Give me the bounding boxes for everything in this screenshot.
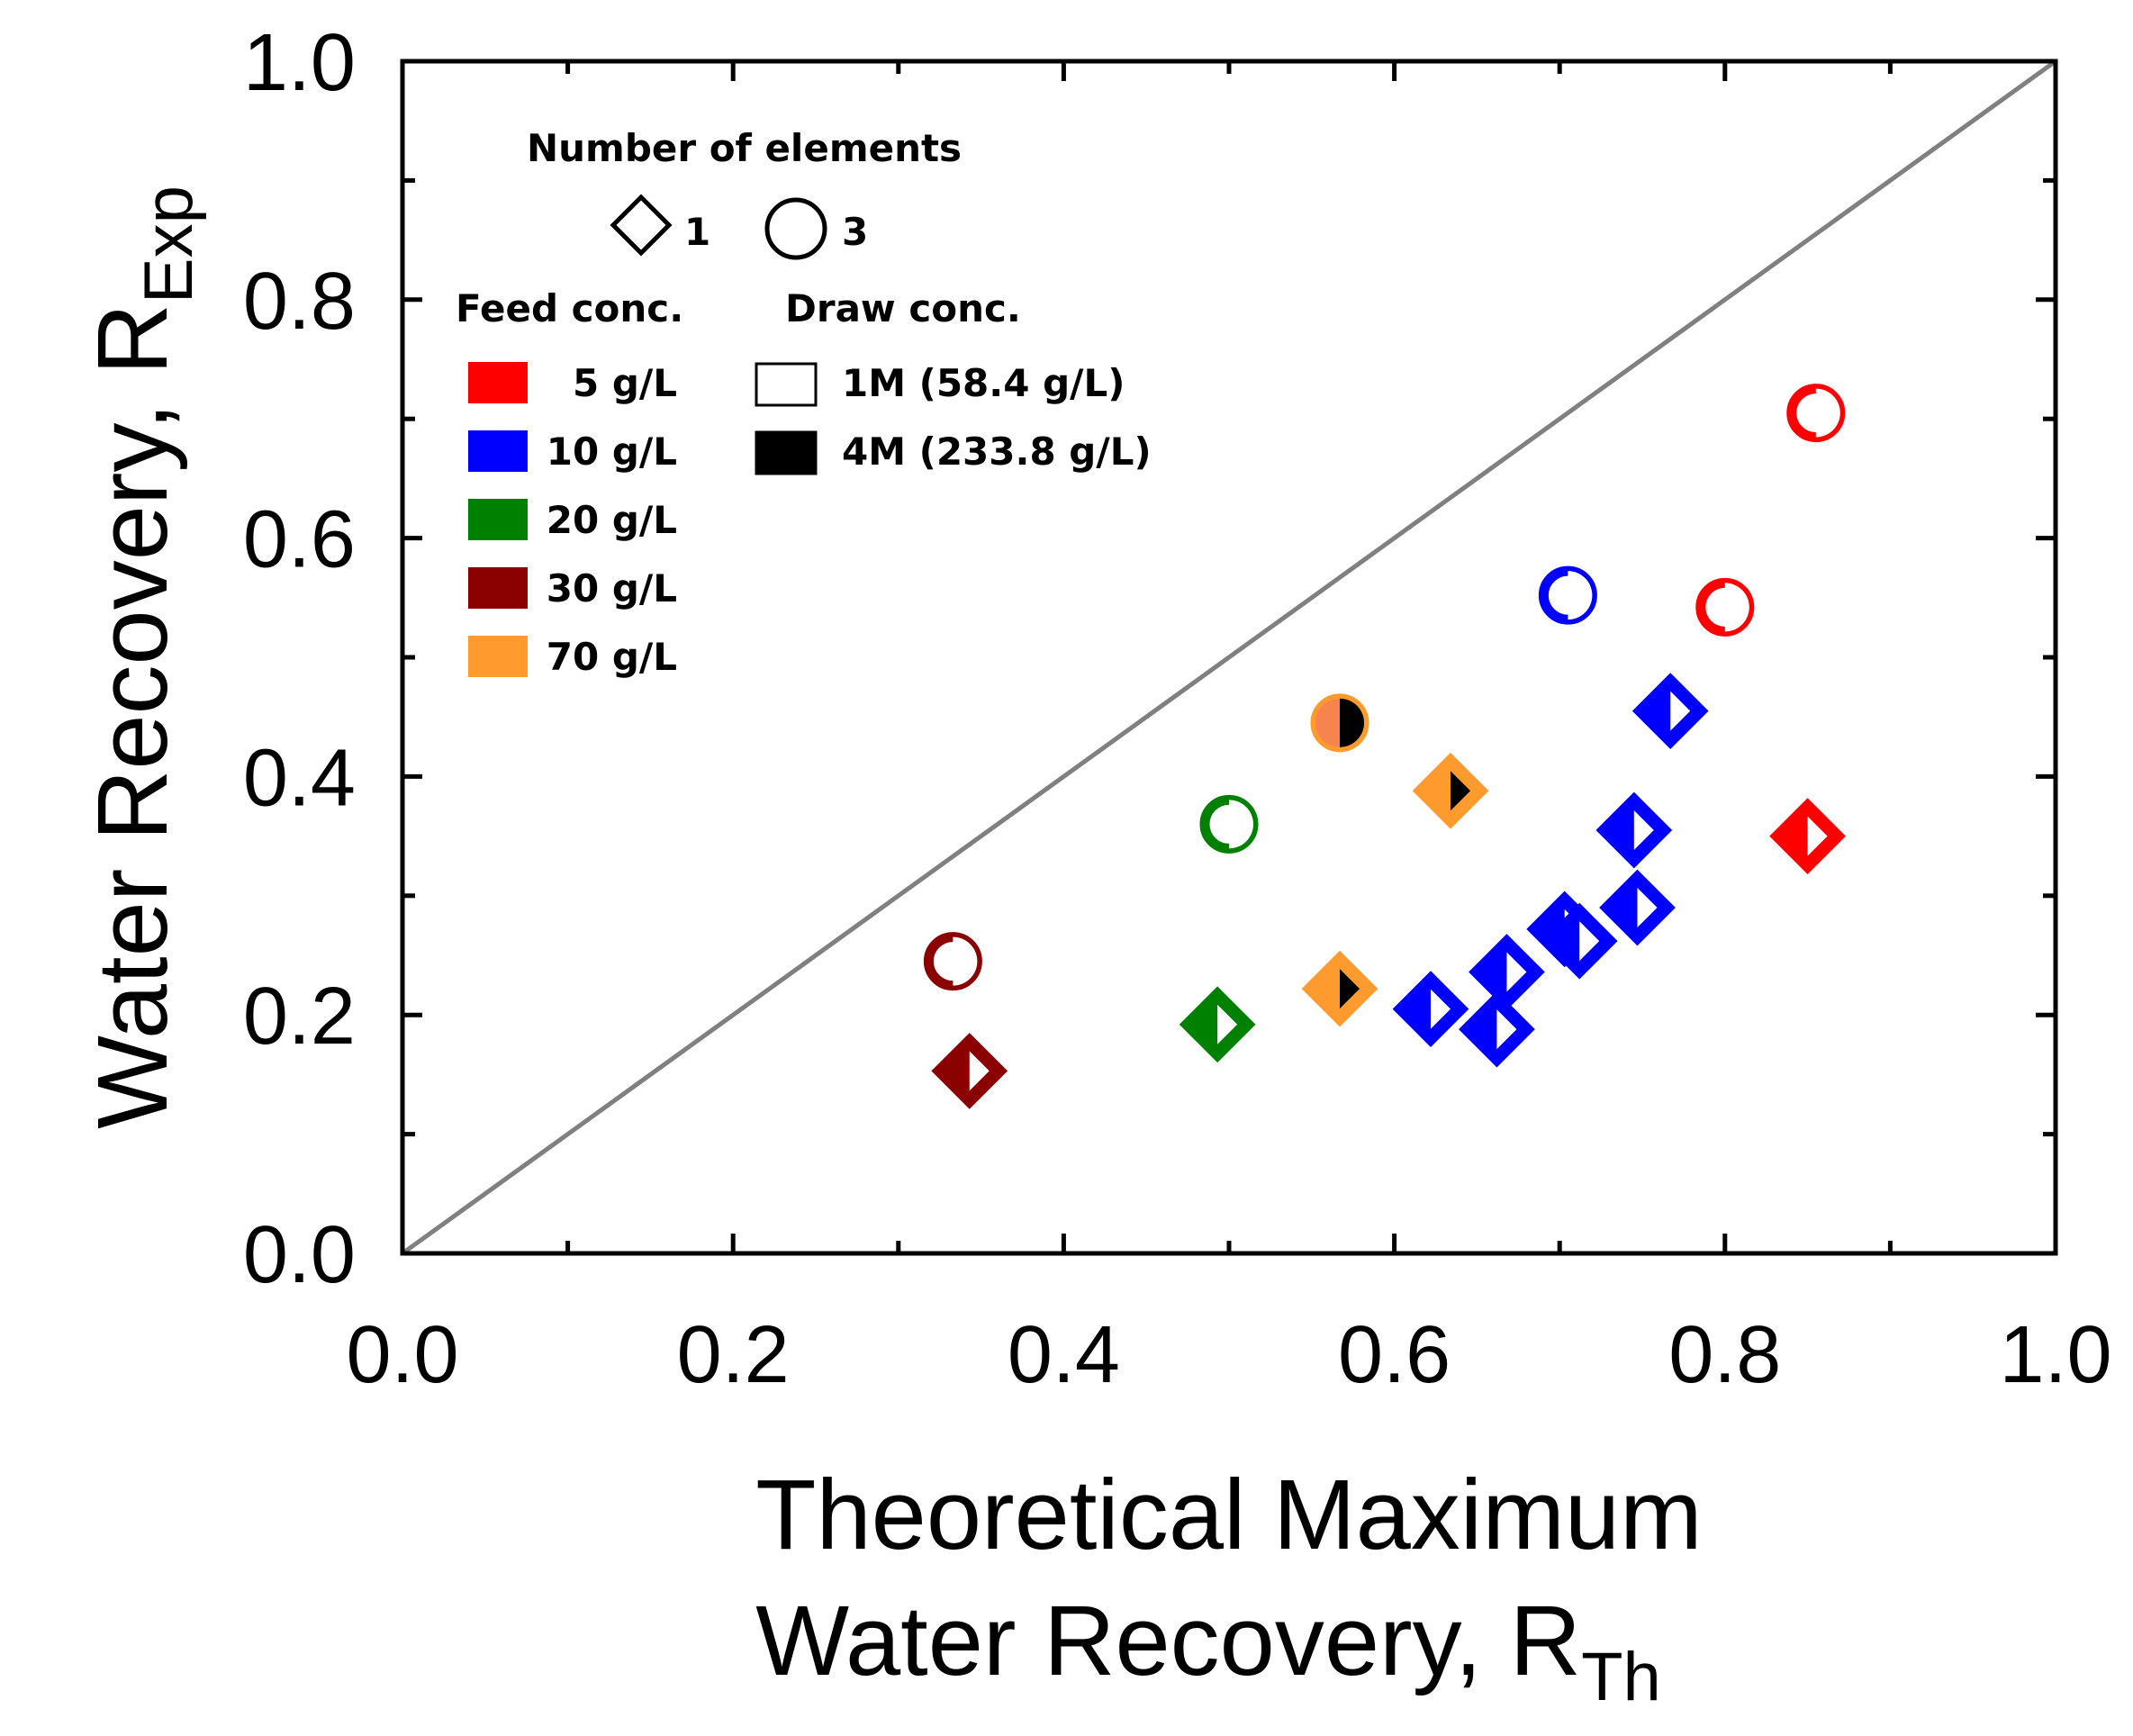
marker-draw-half	[1807, 816, 1828, 856]
y-tick-label: 0.6	[243, 495, 356, 585]
marker-draw-half	[1451, 771, 1471, 811]
x-tick-label: 0.8	[1668, 1310, 1781, 1400]
legend-feed-label: 5 g/L	[573, 361, 677, 405]
legend-feed-label: 30 g/L	[547, 566, 677, 610]
x-axis-title-text: Water Recovery, R	[755, 1586, 1581, 1696]
x-axis-title-line2: Water Recovery, RTh	[755, 1586, 1661, 1715]
legend-draw-swatch	[755, 430, 818, 475]
y-tick-label: 0.2	[243, 972, 356, 1062]
x-tick-label: 0.4	[1008, 1310, 1120, 1400]
marker-draw-half	[1496, 1009, 1517, 1050]
marker-draw-half	[1724, 583, 1749, 632]
legend-circle-marker	[764, 197, 827, 260]
data-point-diamond	[1769, 798, 1846, 874]
legend-elements-title: Number of elements	[527, 126, 962, 170]
legend-diamond-label: 1	[684, 210, 710, 254]
marker-draw-half	[1340, 698, 1365, 747]
legend: Number of elements 1 3 Feed conc. Draw c…	[456, 126, 1152, 679]
legend-draw-label: 1M (58.4 g/L)	[842, 361, 1125, 405]
legend-circle-shape	[764, 197, 827, 260]
legend-feed-swatch	[468, 636, 528, 677]
data-point-circle	[1199, 794, 1259, 854]
marker-draw-half	[1217, 1004, 1238, 1044]
marker-draw-half	[1506, 952, 1527, 992]
marker-draw-half	[1229, 800, 1253, 849]
y-tick-labels: 0.0 0.2 0.4 0.6 0.8 1.0	[243, 18, 356, 1300]
legend-feed-swatch	[468, 567, 528, 609]
data-point-circle	[1538, 565, 1597, 625]
marker-draw-half	[1633, 809, 1654, 850]
legend-feed-label: 70 g/L	[547, 635, 677, 679]
y-tick-label: 0.4	[243, 733, 356, 823]
marker-draw-half	[1430, 989, 1451, 1029]
y-tick-label: 1.0	[243, 18, 356, 108]
data-point-diamond	[1541, 902, 1618, 980]
x-tick-label: 0.0	[346, 1310, 458, 1400]
y-tick-label: 0.0	[243, 1210, 356, 1300]
legend-feed-entries: 5 g/L 10 g/L 20 g/L 30 g/L 70 g/L	[468, 361, 677, 679]
legend-draw-title: Draw conc.	[785, 286, 1021, 330]
x-axis-title-subscript: Th	[1581, 1639, 1661, 1715]
data-point-circle	[1695, 577, 1755, 637]
data-points	[923, 384, 1846, 1109]
marker-draw-half	[969, 1051, 990, 1091]
data-point-diamond	[1469, 934, 1545, 1010]
data-point-diamond	[1459, 990, 1535, 1068]
legend-draw-label: 4M (233.8 g/L)	[842, 429, 1152, 474]
marker-draw-half	[1815, 388, 1840, 438]
data-point-circle	[1310, 693, 1369, 753]
x-tick-label: 0.2	[677, 1310, 790, 1400]
marker-feed-half	[1315, 698, 1341, 747]
x-tick-label: 1.0	[1999, 1310, 2111, 1400]
tick-layer	[400, 59, 2058, 1256]
legend-feed-swatch	[468, 362, 528, 403]
x-tick-label: 0.6	[1338, 1310, 1451, 1400]
legend-diamond-shape	[610, 194, 673, 257]
data-point-diamond	[1179, 986, 1256, 1063]
x-axis-title-line1: Theoretical Maximum	[755, 1460, 1702, 1570]
legend-feed-swatch	[468, 430, 528, 472]
y-axis-title-text: Water Recovery, R	[77, 303, 188, 1129]
marker-draw-half	[953, 936, 978, 986]
data-point-diamond	[1412, 752, 1489, 829]
data-point-diamond	[931, 1033, 1008, 1109]
legend-feed-label: 10 g/L	[547, 429, 677, 474]
legend-diamond-marker	[610, 194, 673, 257]
legend-draw-entries: 1M (58.4 g/L) 4M (233.8 g/L)	[755, 361, 1152, 475]
data-point-diamond	[1392, 971, 1469, 1047]
legend-circle-label: 3	[842, 210, 868, 254]
y-tick-label: 0.8	[243, 257, 356, 347]
legend-feed-label: 20 g/L	[547, 498, 677, 542]
y-axis-title: Water Recovery, RExp	[77, 185, 207, 1129]
y-axis-title-subscript: Exp	[131, 185, 207, 303]
marker-draw-half	[1579, 921, 1600, 962]
data-point-diamond	[1599, 869, 1676, 946]
data-point-diamond	[1595, 791, 1673, 869]
reference-line-y-equals-x	[401, 59, 2057, 1256]
data-point-diamond	[1631, 673, 1709, 749]
data-point-circle	[923, 932, 982, 991]
marker-draw-half	[1637, 888, 1658, 928]
x-tick-labels: 0.0 0.2 0.4 0.6 0.8 1.0	[346, 1310, 2111, 1400]
marker-draw-half	[1340, 969, 1360, 1009]
legend-feed-swatch	[468, 499, 528, 540]
marker-draw-half	[1568, 571, 1593, 620]
marker-draw-half	[1670, 691, 1691, 731]
legend-draw-swatch	[755, 362, 818, 407]
legend-feed-title: Feed conc.	[456, 286, 683, 330]
data-point-diamond	[1301, 950, 1378, 1027]
data-point-circle	[1786, 384, 1846, 443]
